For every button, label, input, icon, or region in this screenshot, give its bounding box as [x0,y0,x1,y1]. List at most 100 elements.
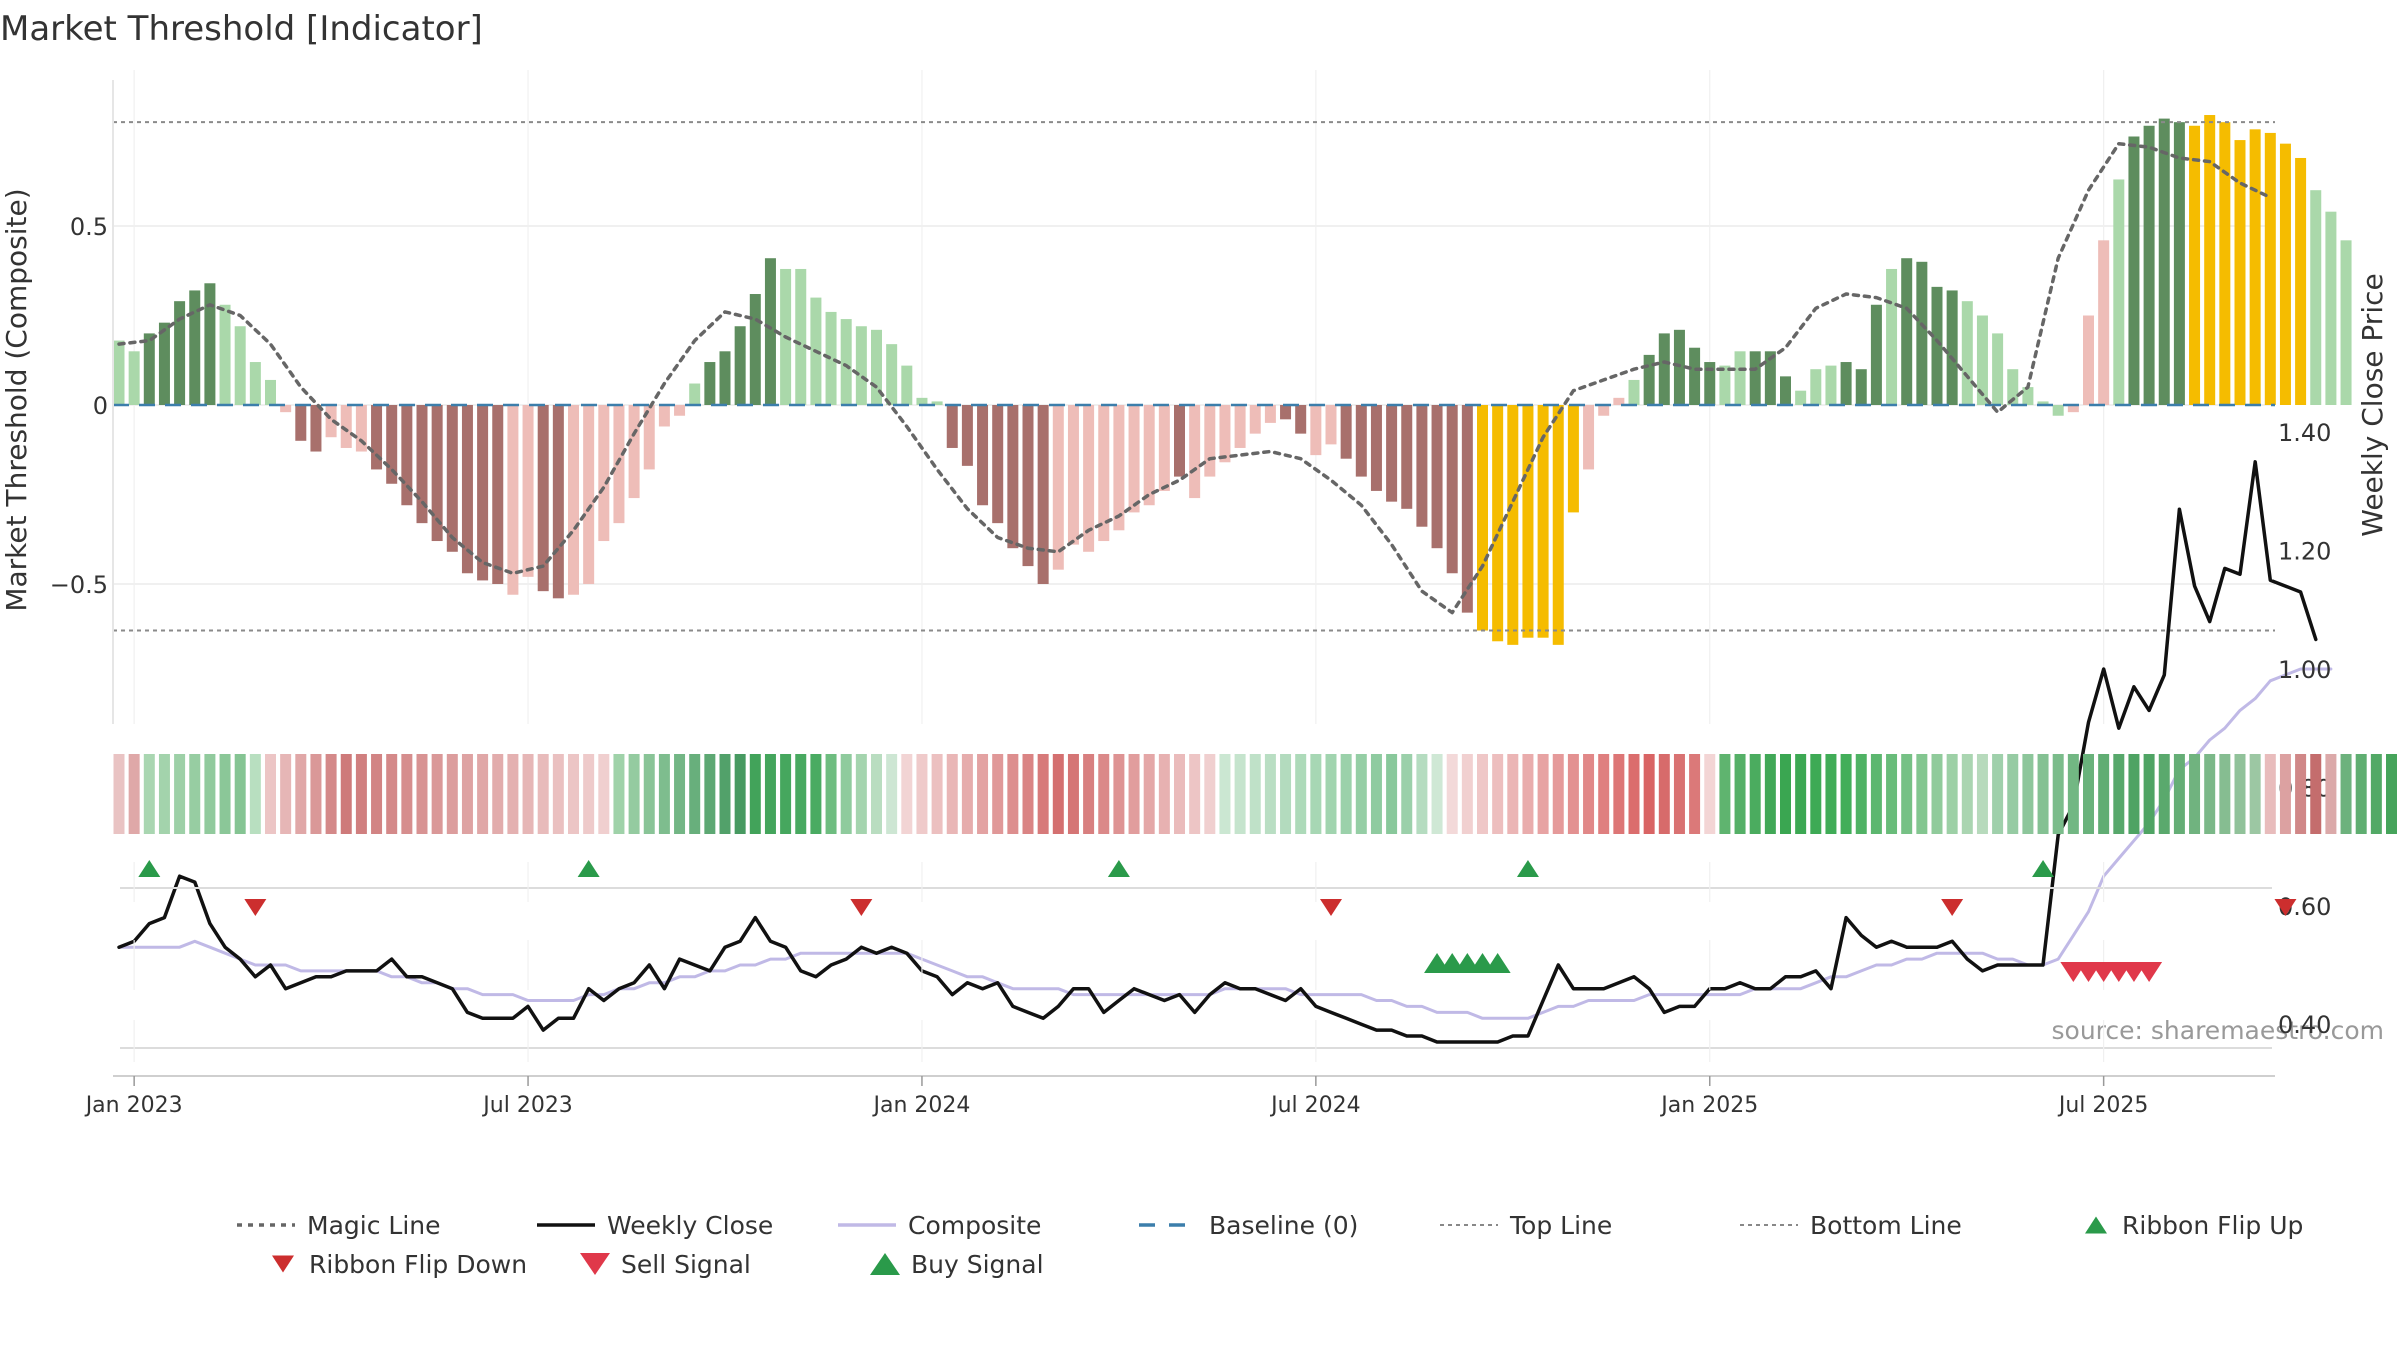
ribbon-cell [507,754,519,834]
composite-bar [1052,405,1064,570]
ribbon-cell [1764,754,1776,834]
composite-bar [1689,347,1701,405]
composite-bar [1704,362,1716,405]
composite-bar [1295,405,1307,434]
ribbon-cell [1143,754,1155,834]
ribbon-flip-down-marker [1941,899,1964,916]
composite-bar [689,383,701,405]
composite-bar [1264,405,1276,423]
composite-bar [2007,369,2019,405]
composite-bar [1401,405,1413,509]
ribbon-cell [1537,754,1549,834]
legend-label: Composite [908,1211,1041,1240]
ribbon-cell [1128,754,1140,834]
ribbon-cell [961,754,973,834]
ribbon-cell [1477,754,1488,834]
ribbon-flip-up-marker [1107,860,1130,877]
x-tick-label: Jan 2024 [871,1093,970,1118]
composite-bar [1461,405,1473,613]
ribbon-cell [901,754,913,834]
ribbon-cell [1613,754,1625,834]
composite-bar [2083,315,2094,405]
ribbon-cell [946,754,958,834]
composite-bar [977,405,989,506]
legend-item: Bottom Line [1740,1211,1962,1240]
composite-bar [1022,405,1034,567]
ribbon-cell [386,754,398,834]
composite-bar [749,294,761,405]
ribbon-cell [568,754,579,834]
composite-bar [113,340,125,405]
ribbon-cell [764,754,776,834]
composite-bar [340,405,352,448]
ribbon-cell [1992,754,2004,834]
ribbon-cell [1067,754,1079,834]
composite-bar [1355,405,1367,477]
ribbon-cell [931,754,943,834]
legend-label: Buy Signal [911,1250,1044,1279]
legend-label: Ribbon Flip Down [309,1250,527,1279]
ribbon-cell [1431,754,1443,834]
ribbon-cell [1749,754,1761,834]
ribbon-cell [1098,754,1110,834]
composite-bar [734,326,746,405]
composite-bar [416,405,428,524]
ribbon-cell [977,754,989,834]
x-tick-label: Jul 2025 [2057,1093,2149,1118]
composite-bar [1886,268,1898,405]
legend-item: Buy Signal [870,1250,1044,1279]
composite-bar [1628,379,1640,405]
ribbon-cell [1901,754,1913,834]
composite-bar [2204,115,2216,406]
ribbon-cell [2234,754,2246,834]
ribbon-flip-down-marker [2274,899,2297,916]
line-layer [113,121,2333,1044]
legend-label: Baseline (0) [1209,1211,1358,1240]
composite-bar [1780,376,1791,405]
legend-label: Bottom Line [1810,1211,1962,1240]
x-tick-label: Jul 2023 [481,1093,573,1118]
ribbon-cell [1234,754,1246,834]
legend-item: Composite [838,1211,1041,1240]
ribbon-cell [1310,754,1322,834]
ribbon-cell [1552,754,1564,834]
ribbon-cell [2279,754,2291,834]
composite-bar [446,405,458,552]
legend: Magic Line Weekly Close Composite Baseline … [237,1211,2303,1279]
ribbon-cell [689,754,701,834]
composite-bar [431,405,443,542]
composite-bar [840,319,852,405]
x-tick-label: Jan 2025 [1659,1093,1758,1118]
ribbon-cell [1598,754,1610,834]
source-note: source: sharemaestro.com [2052,1016,2385,1045]
composite-bar [1855,369,1867,405]
ribbon-cell [431,754,443,834]
composite-bar [1431,405,1443,549]
regime-ribbon [113,754,2397,834]
x-tick-label: Jan 2023 [84,1093,183,1118]
ribbon-cell [416,754,428,834]
legend-item: Magic Line [237,1211,441,1240]
composite-bar [2219,122,2231,406]
ribbon-cell [598,754,610,834]
composite-bar [371,405,383,470]
ribbon-cell [795,754,807,834]
composite-bar [1992,333,2004,405]
composite-bar [1825,365,1837,405]
composite-bar [2234,140,2246,405]
composite-bar [1280,405,1292,420]
composite-bars [113,115,2352,645]
composite-bar [507,405,519,595]
composite-bar [280,405,292,413]
ribbon-cell [158,754,170,834]
legend-label: Top Line [1509,1211,1612,1240]
ribbon-cell [628,754,640,834]
composite-bar [325,405,337,438]
ribbon-cell [825,754,837,834]
composite-bar [1128,405,1140,513]
magic-line [117,141,2273,615]
ribbon-cell [280,754,292,834]
composite-bar [2022,387,2034,405]
legend-item: Sell Signal [580,1250,751,1279]
ribbon-cell [522,754,534,834]
